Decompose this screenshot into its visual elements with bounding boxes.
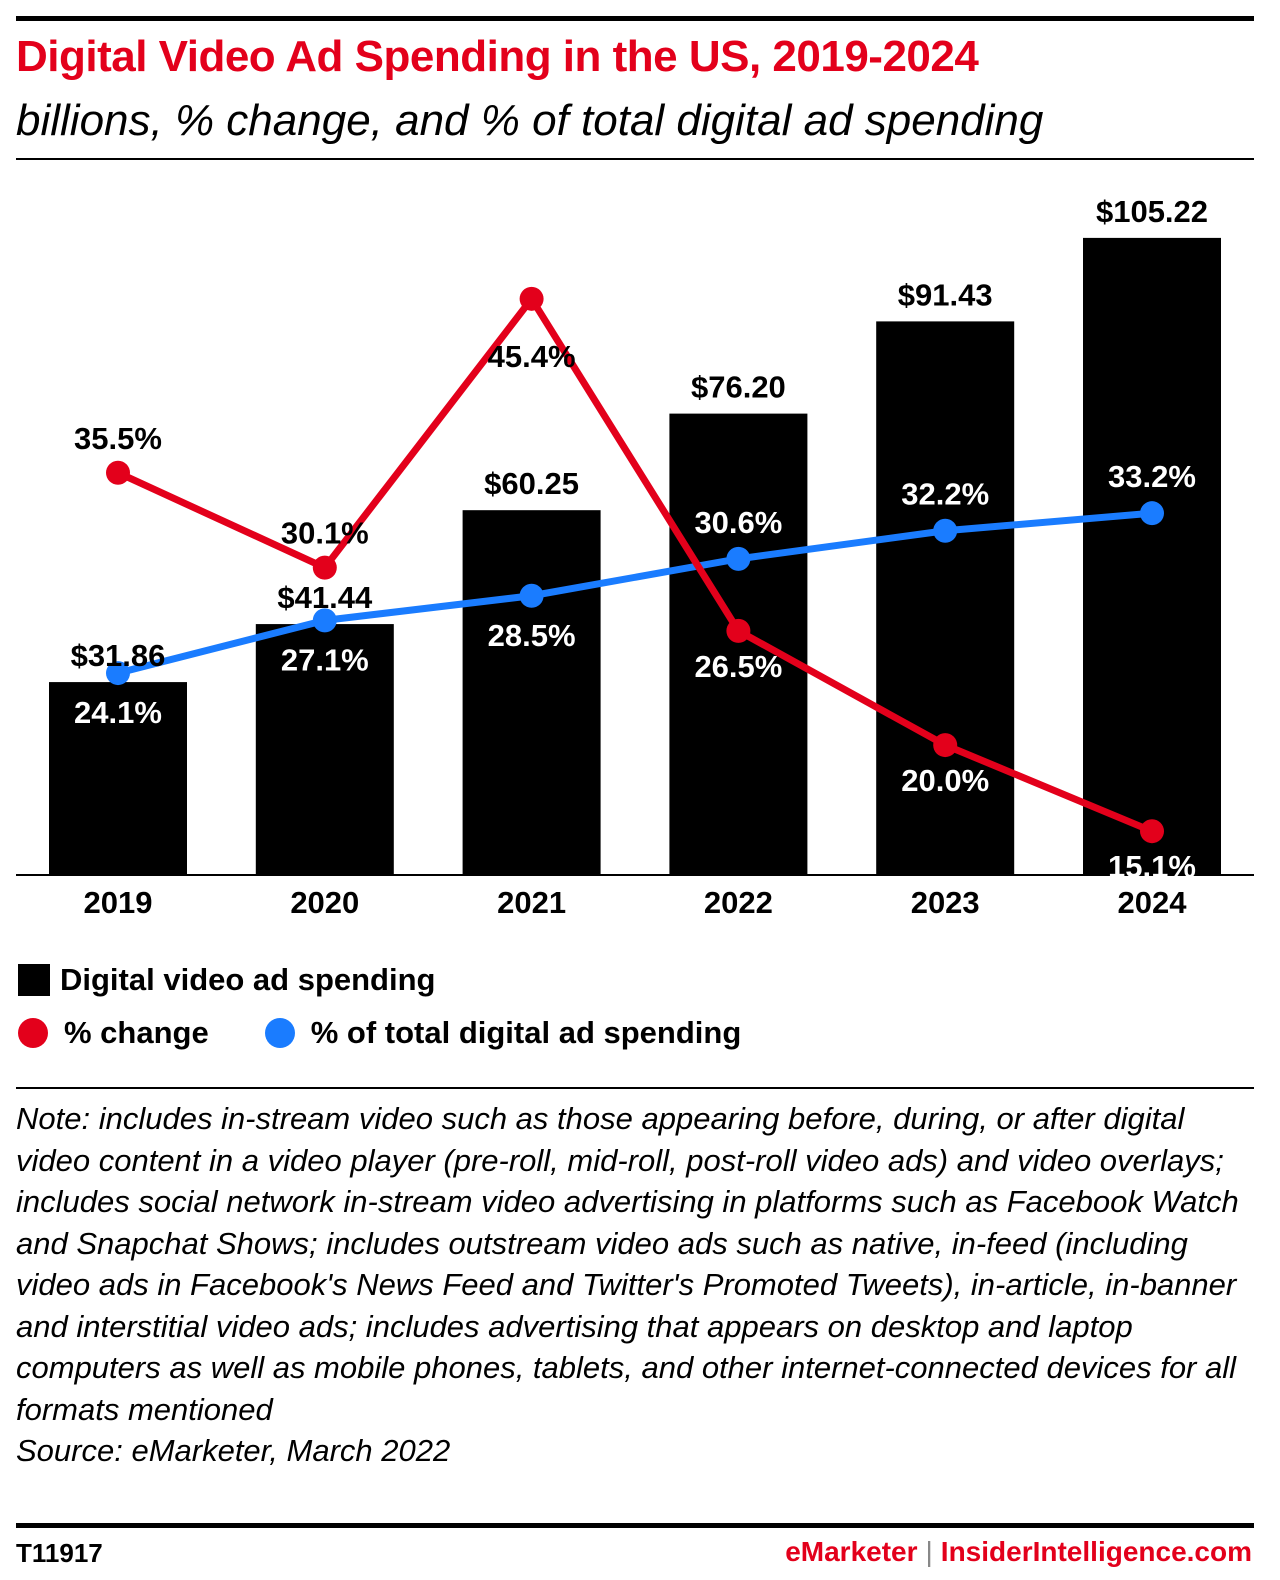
bar-value-label-2021: $60.25 (484, 466, 579, 501)
point-pct-change-2019 (106, 460, 130, 485)
point-pct-change-2023 (933, 733, 958, 758)
x-tick-label-2022: 2022 (704, 885, 773, 920)
note-rule (16, 1087, 1254, 1089)
pct-total-label-2023: 32.2% (901, 477, 989, 512)
brand-insider-intelligence[interactable]: InsiderIntelligence.com (940, 1536, 1252, 1567)
bar-2023 (876, 321, 1015, 875)
pct-total-label-2022: 30.6% (694, 505, 782, 540)
pct-change-label-2019: 35.5% (74, 421, 162, 456)
note-text: Note: includes in-stream video such as t… (16, 1101, 1239, 1427)
bar-value-label-2019: $31.86 (71, 638, 166, 673)
bottom-rule (16, 1523, 1254, 1528)
pct-total-label-2019: 24.1% (74, 695, 162, 730)
point-pct-change-2024 (1140, 819, 1164, 844)
legend-item-pct-change: % change (18, 1015, 209, 1051)
legend-row-lines: % change % of total digital ad spending (18, 1015, 797, 1051)
top-rule (16, 16, 1254, 21)
bar-value-label-2022: $76.20 (691, 370, 786, 405)
title-rule (16, 158, 1254, 160)
source-text: Source: eMarketer, March 2022 (16, 1433, 451, 1468)
point-pct-total-2021 (519, 583, 544, 608)
x-tick-label-2024: 2024 (1118, 885, 1188, 920)
pct-change-label-2022: 26.5% (694, 649, 782, 684)
legend-label-pct-change: % change (64, 1015, 209, 1050)
point-pct-total-2019 (106, 661, 130, 686)
pct-change-label-2024: 15.1% (1108, 849, 1196, 884)
legend-swatch-bars (18, 964, 50, 996)
point-pct-change-2022 (726, 618, 751, 643)
point-pct-change-2021 (519, 286, 544, 311)
chart-subtitle: billions, % change, and % of total digit… (16, 96, 1044, 145)
point-pct-total-2024 (1140, 501, 1164, 526)
bar-2019 (49, 682, 187, 875)
pct-total-label-2021: 28.5% (488, 618, 576, 653)
pct-change-label-2021: 45.4% (488, 339, 576, 374)
bar-2021 (462, 510, 601, 875)
note-block: Note: includes in-stream video such as t… (16, 1098, 1252, 1472)
pct-change-label-2020: 30.1% (281, 516, 369, 551)
bar-2024 (1083, 237, 1221, 876)
brand-emarketer[interactable]: eMarketer (785, 1536, 918, 1567)
x-tick-label-2019: 2019 (84, 885, 153, 920)
legend-item-pct-total: % of total digital ad spending (264, 1015, 742, 1051)
chart-plot: 2019 2020 2021 2022 2023 2024 $31.86 $41.44 $60.… (16, 194, 1254, 920)
chart-title: Digital Video Ad Spending in the US, 201… (16, 32, 979, 81)
point-pct-total-2022 (726, 546, 751, 571)
point-pct-total-2020 (312, 608, 337, 633)
x-tick-label-2020: 2020 (290, 885, 359, 920)
pct-total-label-2020: 27.1% (281, 642, 369, 677)
x-tick-label-2023: 2023 (911, 885, 980, 920)
legend-label-spending: Digital video ad spending (60, 962, 436, 997)
legend-item-spending: Digital video ad spending (18, 962, 435, 998)
legend-row-bars: Digital video ad spending (18, 962, 491, 998)
line-pct-total (117, 509, 1153, 677)
legend-swatch-pct-change (18, 1018, 48, 1048)
legend-label-pct-total: % of total digital ad spending (310, 1015, 742, 1050)
pct-change-label-2023: 20.0% (901, 763, 989, 798)
point-pct-total-2023 (933, 518, 958, 543)
bar-2020 (255, 624, 394, 875)
x-tick-label-2021: 2021 (497, 885, 566, 920)
line-pct-change (116, 295, 1154, 835)
bar-value-label-2020: $41.44 (277, 580, 373, 615)
bar-value-label-2023: $91.43 (898, 277, 993, 312)
bar-2022 (669, 413, 808, 875)
bar-value-label-2024: $105.22 (1096, 194, 1208, 229)
footer-brand: eMarketer | InsiderIntelligence.com (785, 1536, 1252, 1568)
pct-total-label-2024: 33.2% (1108, 459, 1196, 494)
brand-separator: | (925, 1536, 933, 1567)
point-pct-change-2020 (312, 555, 337, 580)
chart-id: T11917 (16, 1538, 103, 1568)
legend-swatch-pct-total (264, 1018, 295, 1048)
